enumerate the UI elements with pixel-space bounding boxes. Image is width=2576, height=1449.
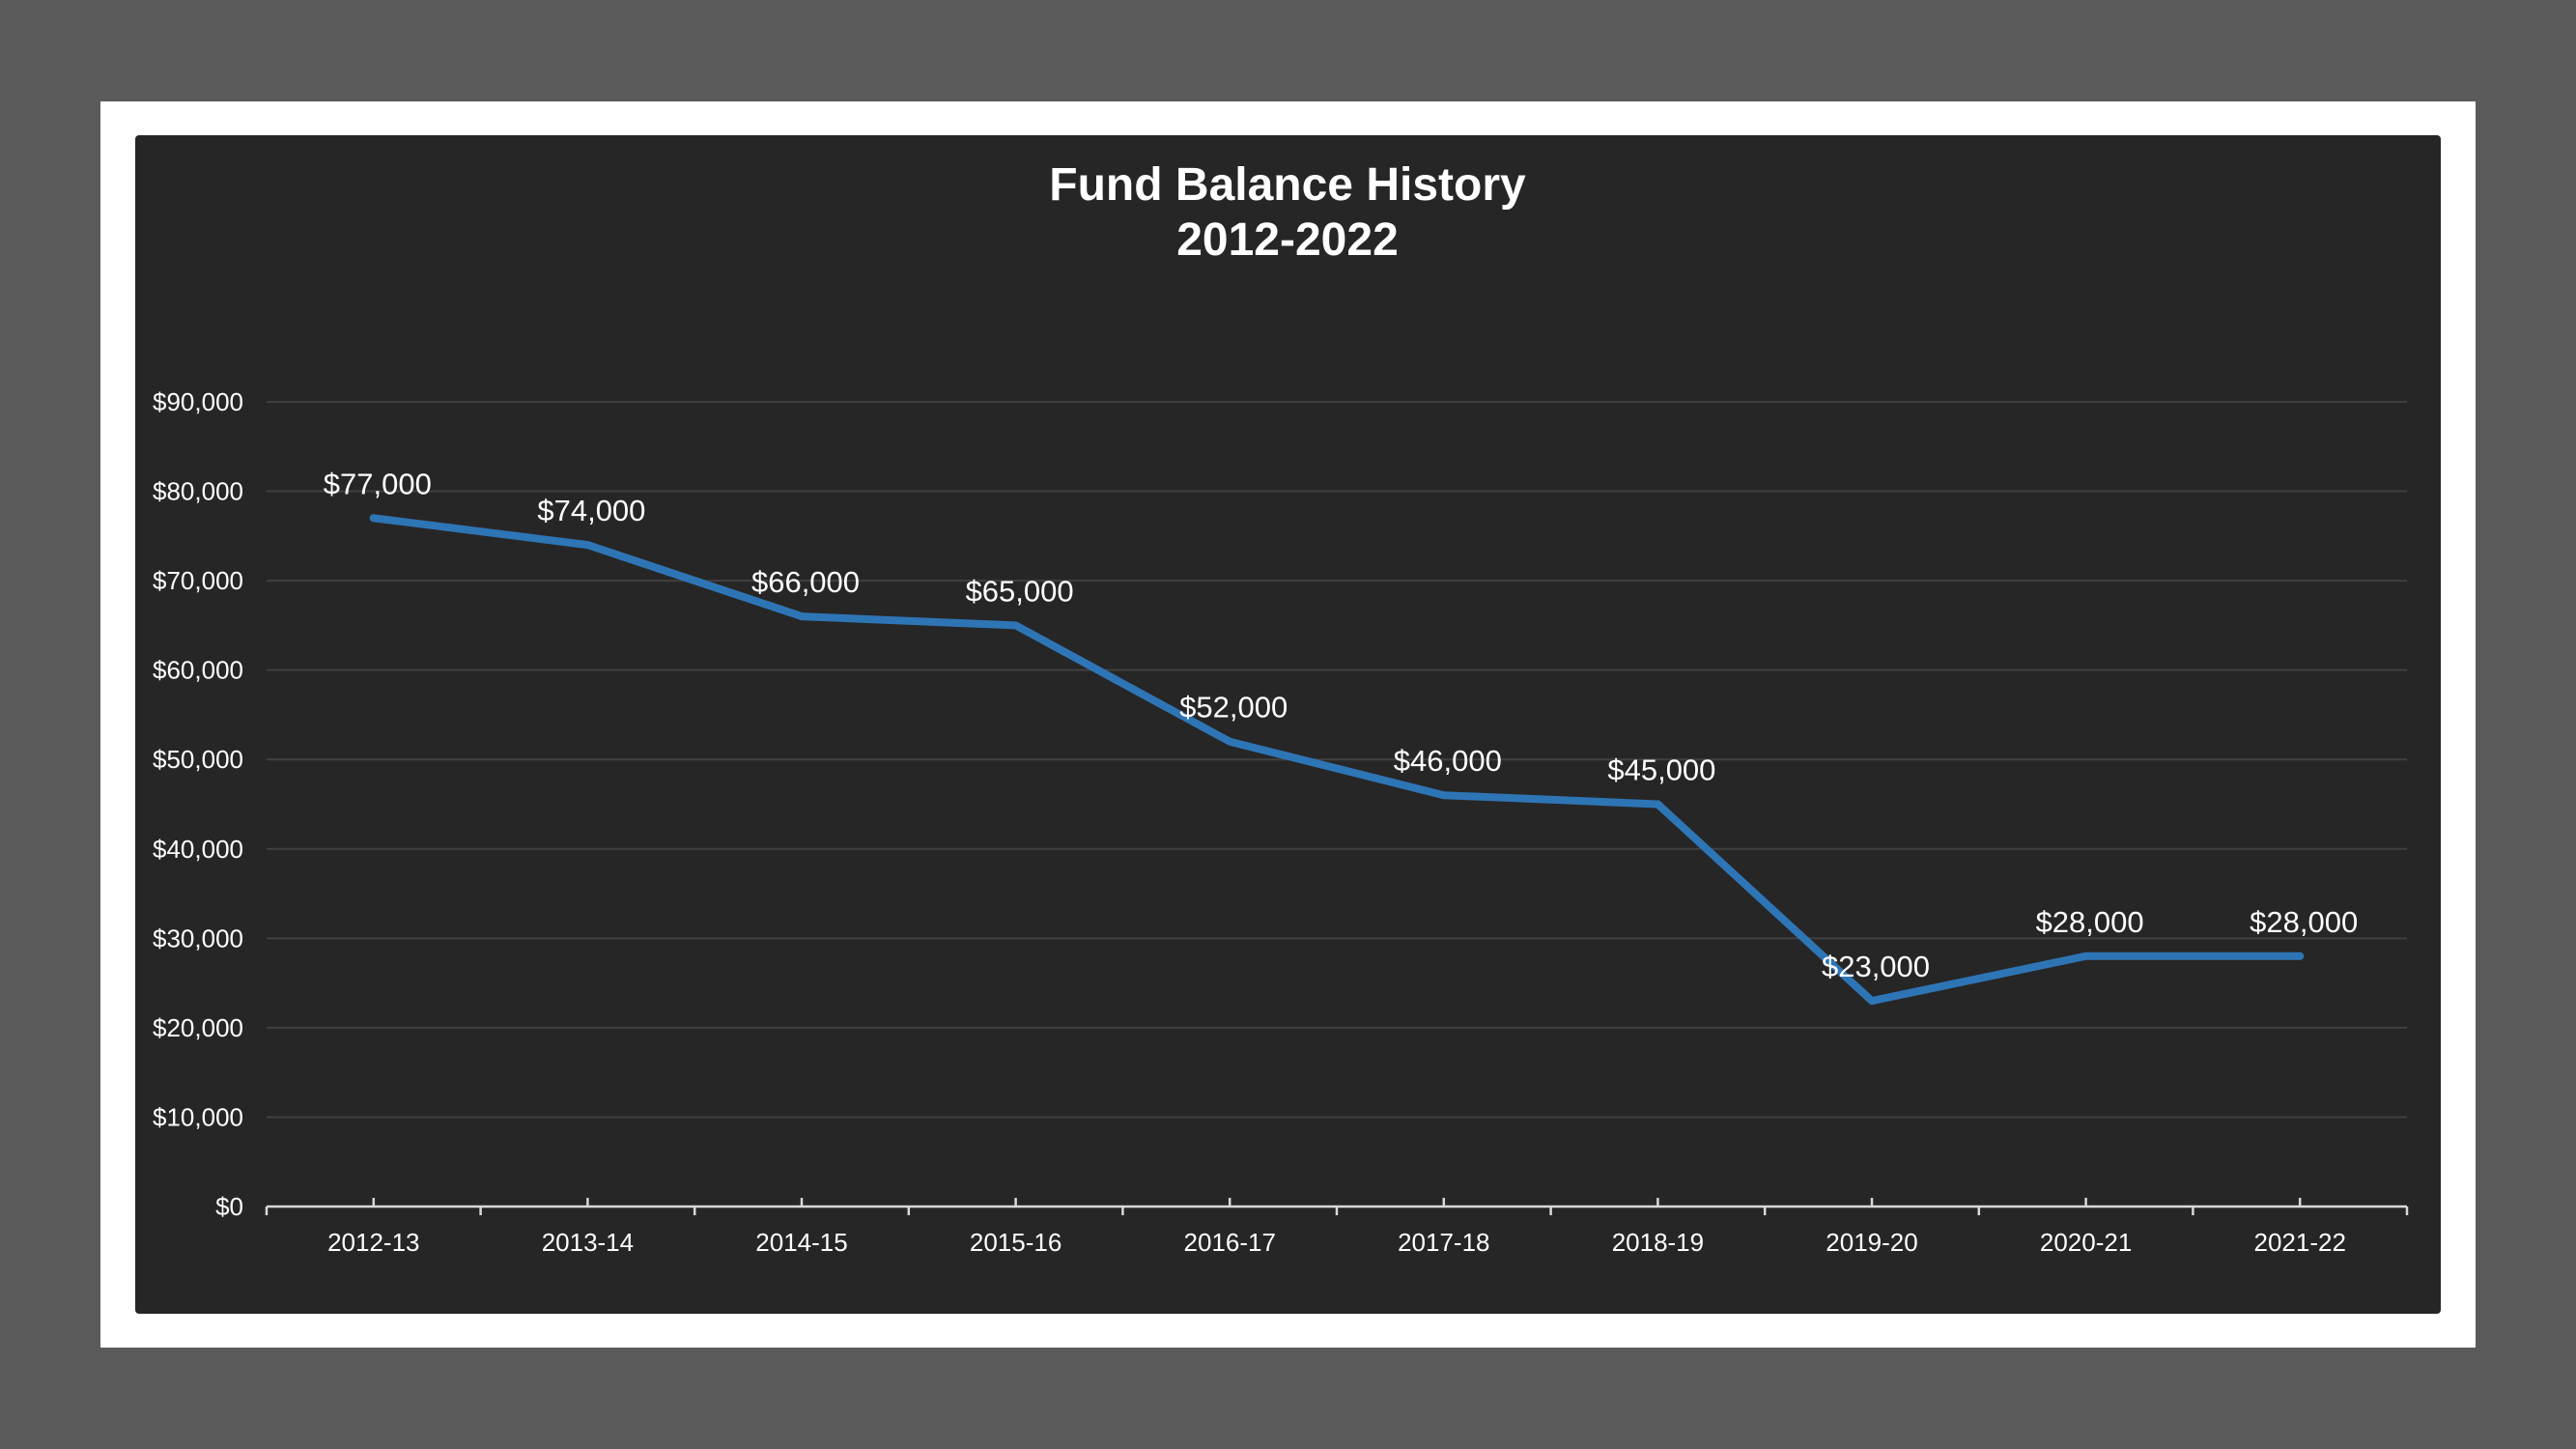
data-label: $23,000 xyxy=(1822,950,1930,983)
data-label: $74,000 xyxy=(537,494,645,527)
x-tick-label: 2012-13 xyxy=(327,1228,419,1257)
x-tick-label: 2016-17 xyxy=(1183,1228,1275,1257)
data-point xyxy=(369,514,378,523)
x-tick-label: 2015-16 xyxy=(970,1228,1062,1257)
chart-title: Fund Balance History xyxy=(1049,159,1526,211)
y-tick-label: $40,000 xyxy=(153,835,243,864)
data-point xyxy=(2081,952,2090,960)
gridlines xyxy=(267,401,2407,1119)
x-tick-label: 2018-19 xyxy=(1612,1228,1704,1257)
data-label: $52,000 xyxy=(1179,691,1288,724)
data-label: $28,000 xyxy=(2250,905,2358,939)
series-line-path xyxy=(369,514,2305,1006)
series-line xyxy=(369,514,2305,1006)
x-axis-tick-labels: 2012-13 2013-14 2014-15 2015-16 2016-17 2017-… xyxy=(327,1228,2346,1257)
y-axis-tick-labels: $0 $10,000 $20,000 $30,000 $40,000 $50,000 $60… xyxy=(153,387,243,1221)
line-chart: Fund Balance History 2012-2022 $0 $10,000… xyxy=(153,159,2409,1257)
data-label: $46,000 xyxy=(1394,744,1502,778)
x-axis xyxy=(265,1198,2409,1215)
data-point xyxy=(583,541,592,550)
data-label: $66,000 xyxy=(751,565,860,599)
data-point xyxy=(1868,997,1876,1006)
x-tick-label: 2020-21 xyxy=(2040,1228,2132,1257)
y-tick-label: $30,000 xyxy=(153,923,243,952)
x-tick-label: 2014-15 xyxy=(755,1228,847,1257)
x-tick-label: 2019-20 xyxy=(1826,1228,1917,1257)
x-tick-label: 2021-22 xyxy=(2253,1228,2345,1257)
y-tick-label: $20,000 xyxy=(153,1013,243,1042)
data-point xyxy=(2296,952,2305,960)
data-point xyxy=(1226,737,1234,746)
data-label: $77,000 xyxy=(324,467,432,500)
chart-subtitle: 2012-2022 xyxy=(1176,214,1399,266)
y-tick-label: $80,000 xyxy=(153,477,243,506)
x-tick-label: 2013-14 xyxy=(542,1228,634,1257)
data-point xyxy=(1011,621,1020,630)
y-tick-label: $70,000 xyxy=(153,566,243,595)
y-tick-label: $90,000 xyxy=(153,387,243,416)
y-tick-label: $50,000 xyxy=(153,745,243,774)
y-tick-label: $0 xyxy=(215,1192,243,1221)
data-point xyxy=(798,612,806,621)
data-label: $45,000 xyxy=(1607,753,1715,787)
data-point xyxy=(1439,791,1448,800)
data-labels: $77,000 $74,000 $66,000 $65,000 $52,000 $46,0… xyxy=(324,467,2358,983)
data-label: $28,000 xyxy=(2036,905,2144,939)
chart-panel: Fund Balance History 2012-2022 $0 $10,000… xyxy=(135,135,2441,1314)
data-label: $65,000 xyxy=(966,574,1074,608)
y-tick-label: $60,000 xyxy=(153,656,243,685)
data-point xyxy=(1654,800,1662,809)
x-tick-label: 2017-18 xyxy=(1398,1228,1489,1257)
y-tick-label: $10,000 xyxy=(153,1102,243,1131)
